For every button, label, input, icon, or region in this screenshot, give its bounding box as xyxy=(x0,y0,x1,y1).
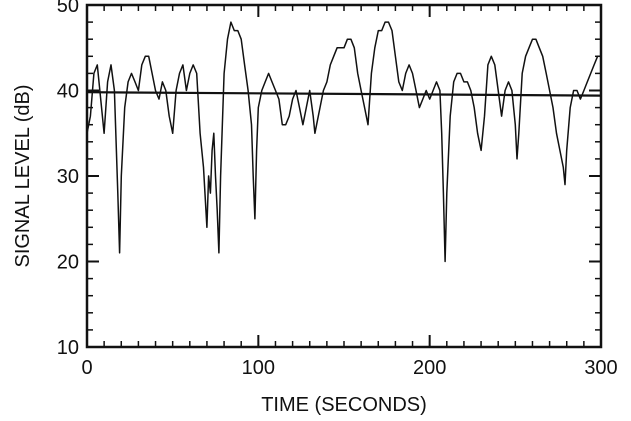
signal-level-line xyxy=(86,21,601,263)
x-tick-label: 0 xyxy=(81,357,92,379)
reference-line xyxy=(86,91,602,97)
y-axis-label: SIGNAL LEVEL (dB) xyxy=(12,84,34,267)
y-tick-label: 30 xyxy=(57,166,79,188)
major-ticks xyxy=(86,4,602,348)
y-tick-label: 40 xyxy=(57,81,79,103)
x-tick-label: 200 xyxy=(413,357,446,379)
y-tick-label: 20 xyxy=(57,252,79,274)
x-axis-label: TIME (SECONDS) xyxy=(261,394,427,416)
x-tick-label: 100 xyxy=(242,357,275,379)
x-tick-labels: 0 100 200 300 xyxy=(81,357,617,379)
series-layer xyxy=(86,21,602,263)
y-tick-label: 10 xyxy=(57,337,79,359)
y-tick-label: 50 xyxy=(57,0,79,17)
x-tick-label: 300 xyxy=(584,357,617,379)
y-tick-labels: 10 20 30 40 50 xyxy=(57,0,79,359)
